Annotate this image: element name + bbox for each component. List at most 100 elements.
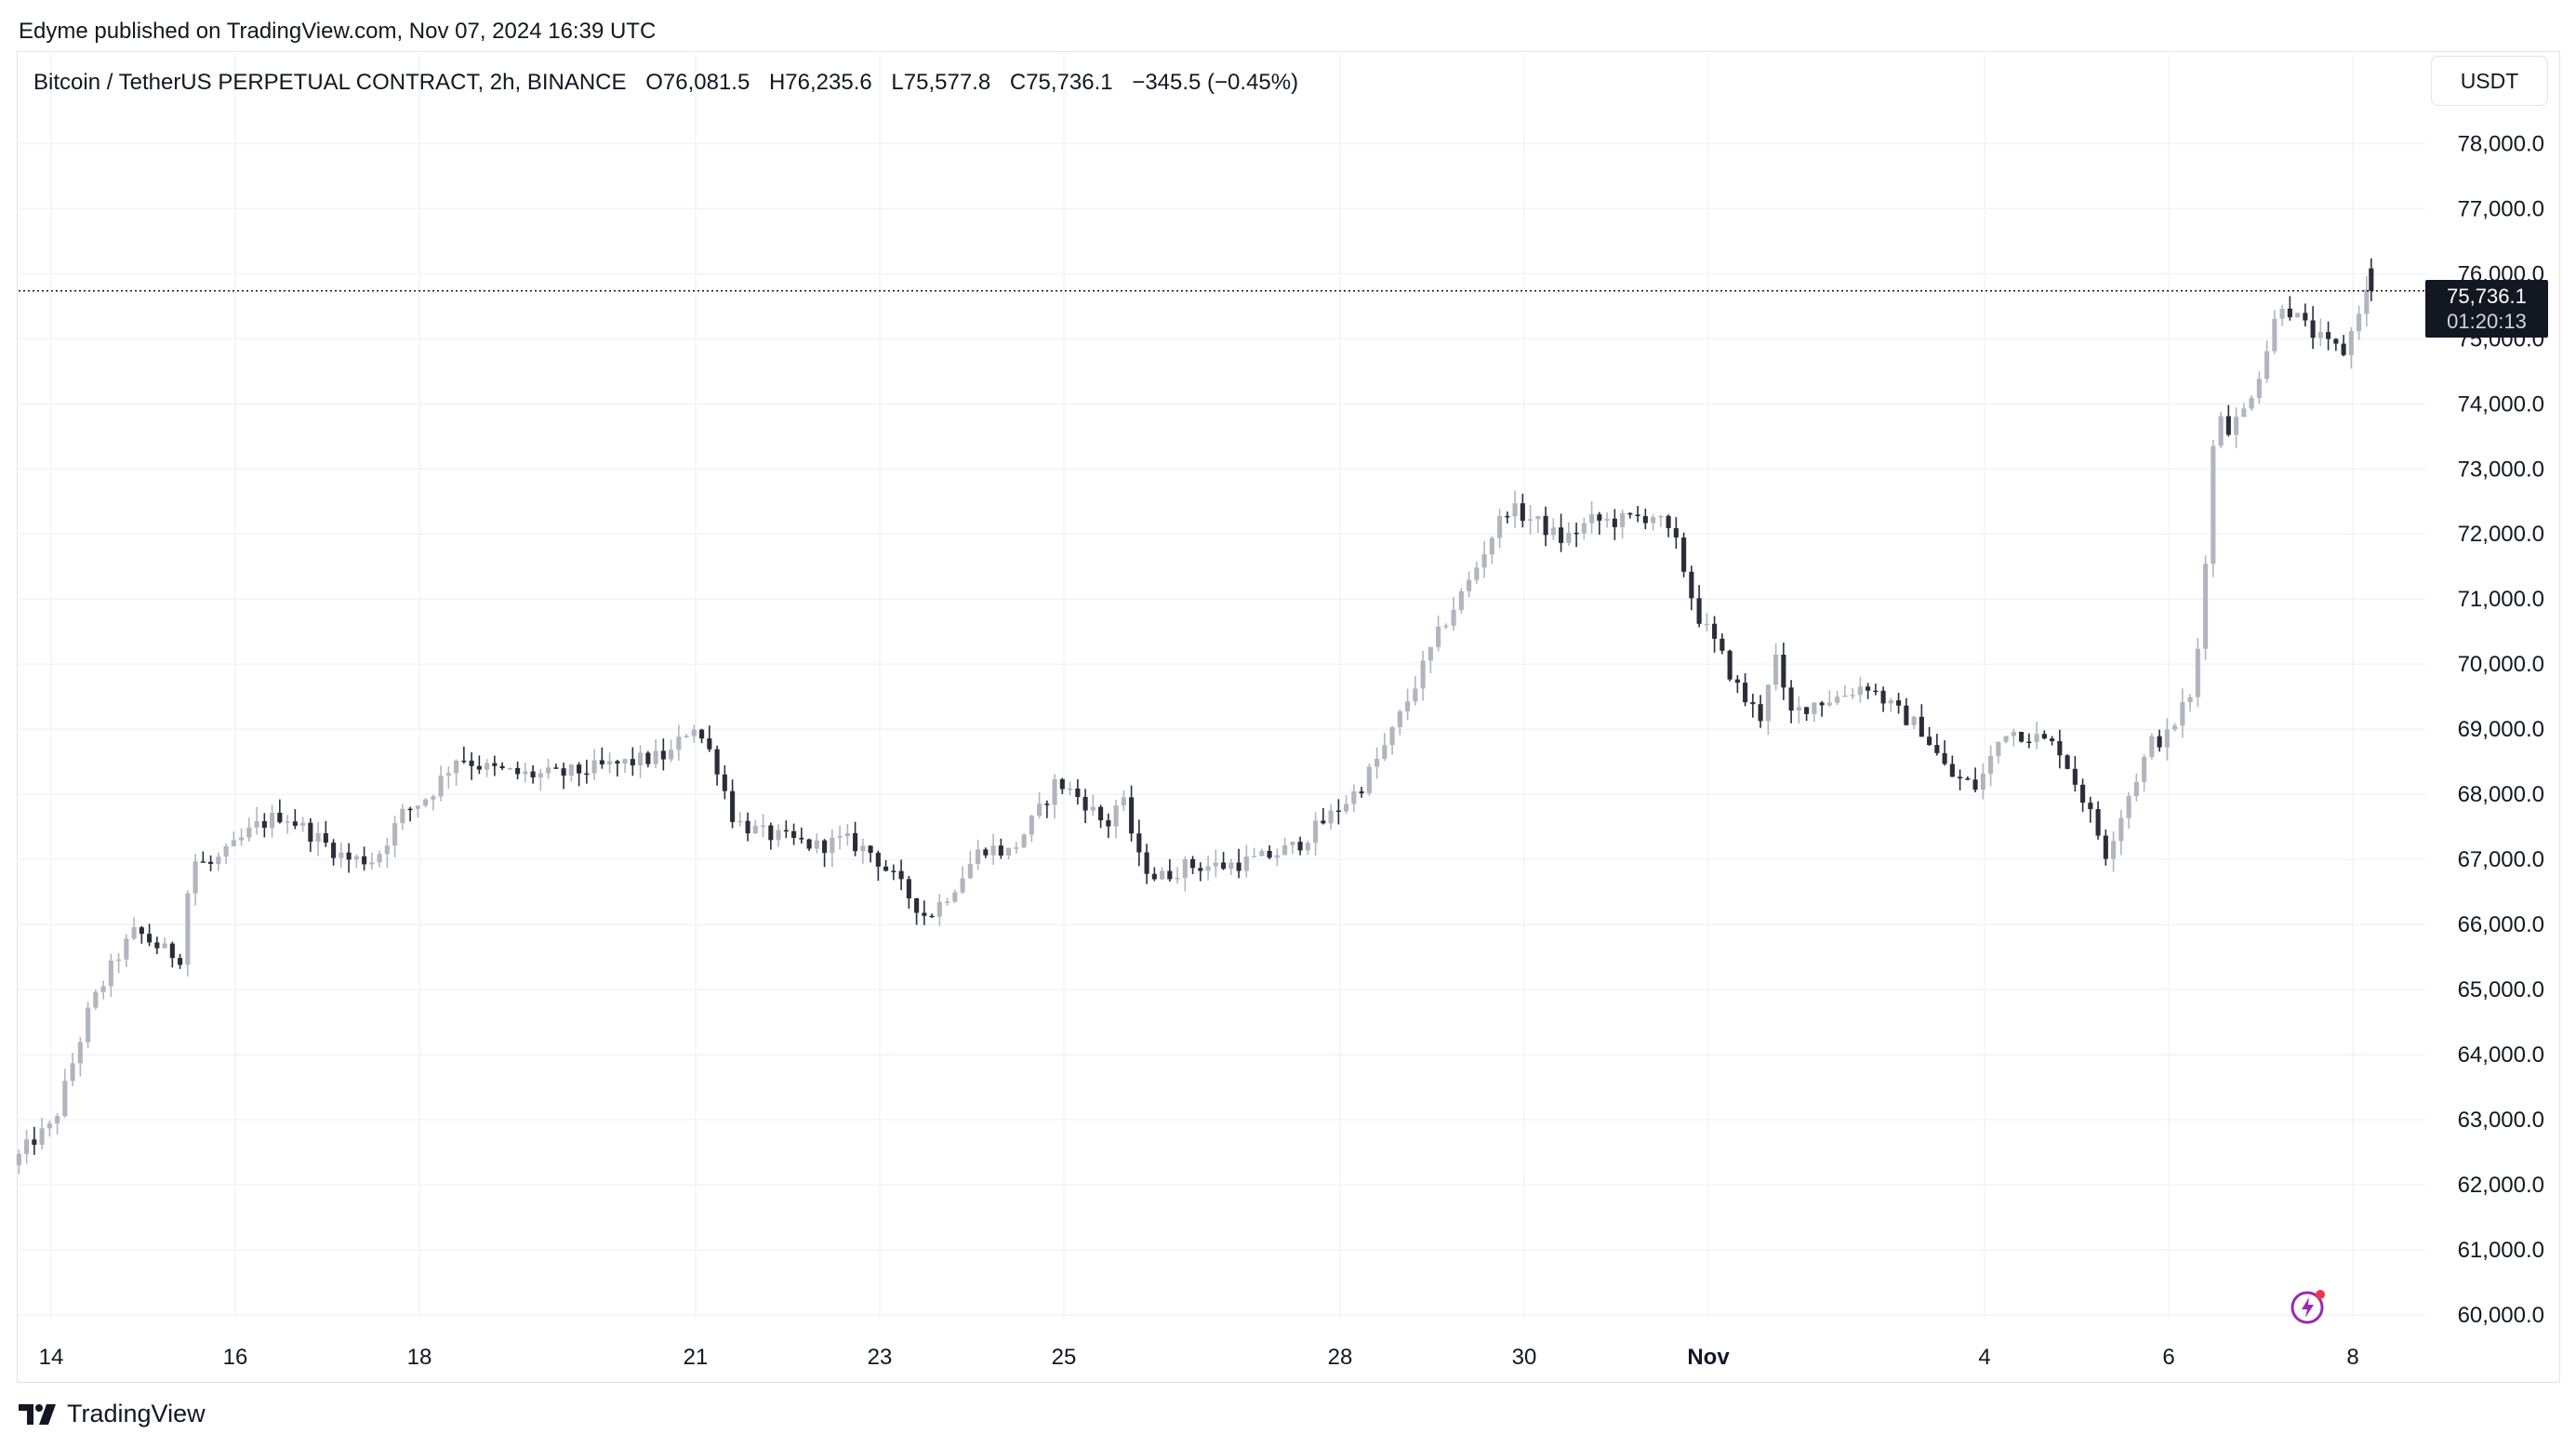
candle-body [1481, 554, 1487, 568]
currency-button[interactable]: USDT [2431, 56, 2548, 106]
candle-body [1904, 705, 1909, 725]
candle-body [1949, 763, 1955, 777]
candle-body [377, 854, 382, 863]
candle-body [231, 840, 236, 847]
tradingview-logo[interactable]: TradingView [19, 1400, 206, 1428]
candle-body [2310, 320, 2316, 339]
lightning-icon[interactable] [2290, 1288, 2327, 1325]
candle-body [308, 822, 313, 843]
price-tag-bg [2425, 280, 2548, 338]
candle-body [1888, 700, 1893, 704]
candle-body [676, 737, 682, 750]
legend-symbol: Bitcoin / TetherUS PERPETUAL CONTRACT, 2… [33, 70, 627, 95]
candle-body [761, 825, 766, 828]
candle-body [1658, 515, 1664, 518]
candle-body [822, 840, 828, 854]
candle-body [914, 897, 920, 913]
candle-body [967, 864, 973, 879]
candle-body [553, 767, 559, 769]
candle-body [1996, 741, 2001, 756]
candle-body [1313, 820, 1319, 843]
candle-body [16, 1153, 21, 1166]
candle-body [523, 771, 528, 775]
candle-body [1113, 805, 1119, 827]
candle-body [1965, 778, 1971, 780]
candle-body [139, 927, 144, 935]
candle-body [1581, 523, 1587, 534]
candle-body [776, 830, 781, 841]
candle-body [300, 822, 306, 826]
candle-body [1129, 797, 1135, 834]
x-tick-label: 21 [684, 1345, 709, 1370]
candle-body [936, 901, 942, 917]
candle-body [1857, 686, 1863, 696]
candle-body [185, 893, 191, 965]
candle-body [454, 760, 459, 774]
candle-body [1290, 842, 1295, 845]
candle-body [2019, 732, 2025, 742]
candle-body [1826, 702, 1832, 706]
candle-body [1566, 532, 1572, 543]
candle-body [2225, 416, 2231, 435]
candle-body [1911, 716, 1917, 725]
candle-body [2065, 755, 2070, 769]
time-axis[interactable]: 14 16 18 21 23 25 28 30 Nov 4 6 8 [39, 1345, 2359, 1370]
legend-change: −345.5 (−0.45%) [1132, 70, 1299, 95]
brand-label: TradingView [67, 1400, 206, 1427]
candle-body [1535, 515, 1541, 520]
candle-body [538, 773, 543, 777]
candle-body [844, 832, 850, 836]
candle-body [1068, 788, 1073, 790]
candle-body [976, 849, 981, 865]
candle-body [1029, 816, 1034, 835]
y-tick-label: 69,000.0 [2458, 717, 2544, 742]
candle-body [1781, 655, 1786, 688]
candle-body [1082, 796, 1088, 811]
x-tick-label: 6 [2162, 1345, 2174, 1370]
candle-body [2303, 312, 2308, 321]
candle-body [2133, 781, 2139, 797]
candle-body [415, 805, 420, 809]
candle-body [990, 845, 996, 856]
candle-body [261, 821, 267, 829]
candle-body [960, 878, 965, 893]
candle-body [1328, 810, 1334, 824]
candle-body [752, 826, 758, 834]
candle-body [2072, 768, 2078, 785]
candle-body [1734, 679, 1740, 684]
candle-body [1720, 638, 1725, 651]
candle-body [100, 986, 106, 992]
y-tick-label: 65,000.0 [2458, 977, 2544, 1002]
legend-high: H76,235.6 [768, 70, 872, 95]
candle-body [323, 833, 328, 843]
candle-body [1489, 538, 1494, 555]
candle-body [1673, 527, 1679, 538]
y-tick-label: 70,000.0 [2458, 652, 2544, 677]
candle-body [1612, 518, 1617, 527]
candle-body [461, 760, 467, 763]
candle-body [2241, 408, 2247, 418]
tradingview-logo-icon [19, 1403, 56, 1425]
candle-body [2164, 729, 2170, 748]
candle-body [77, 1042, 83, 1064]
candle-body [2157, 736, 2162, 748]
candle-body [2003, 736, 2009, 742]
candle-body [1136, 833, 1142, 853]
candle-body [407, 808, 413, 811]
candle-body [1835, 697, 1840, 703]
candle-body [530, 771, 536, 777]
candle-body [707, 738, 712, 750]
candle-body [285, 821, 290, 823]
candle-body [1075, 788, 1081, 797]
candle-body [131, 927, 137, 939]
candle-body [2011, 732, 2016, 737]
candle-body [1896, 700, 1902, 706]
candle-body [1804, 707, 1810, 714]
candle-body [1497, 515, 1503, 538]
candle-body [339, 852, 344, 858]
candle-body [1427, 646, 1433, 661]
candle-body [2295, 312, 2301, 318]
candle-body [1321, 820, 1326, 824]
candle-body [615, 761, 620, 763]
